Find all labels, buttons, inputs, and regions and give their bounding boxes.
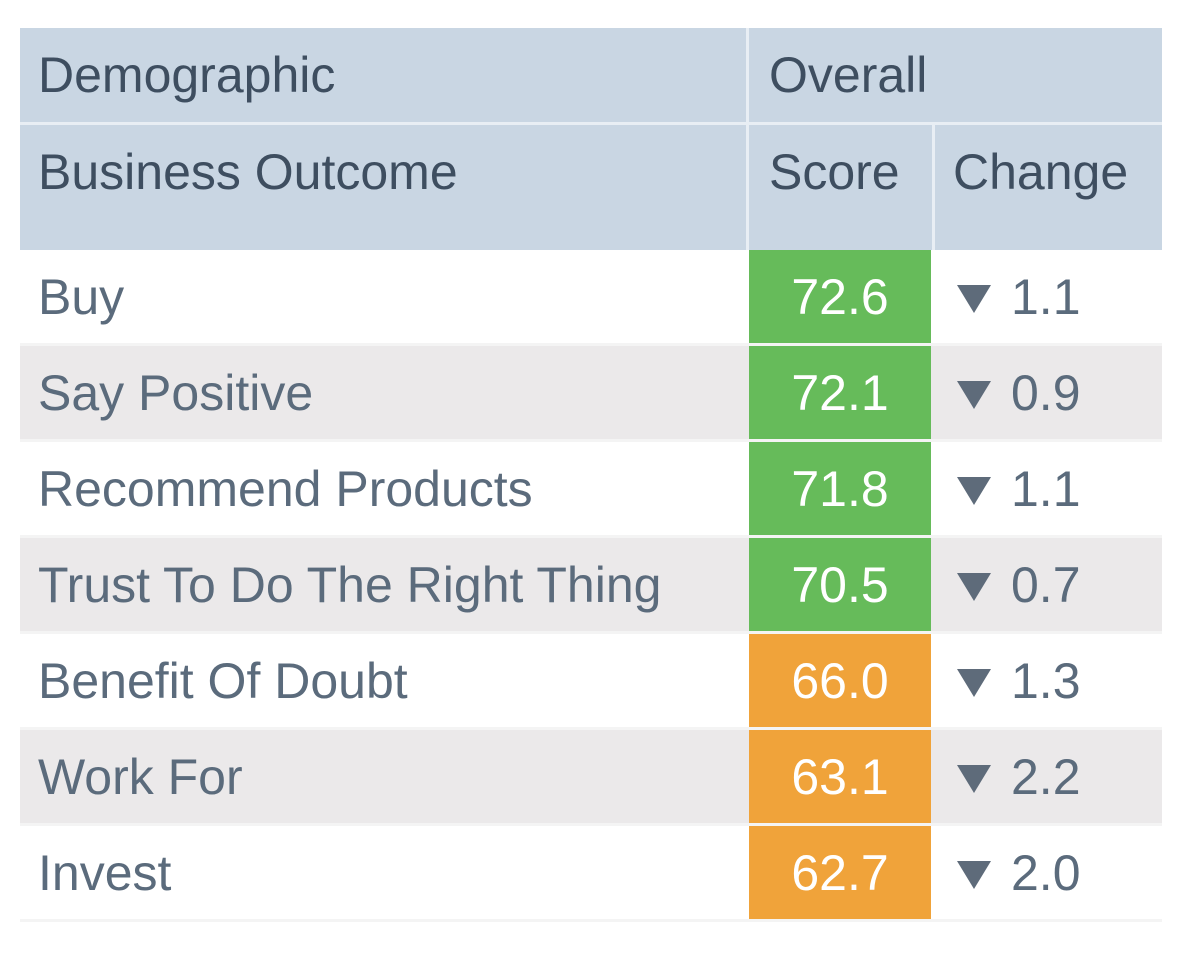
change-cell: 2.0 bbox=[931, 826, 1161, 919]
table-row: Trust To Do The Right Thing 70.5 0.7 bbox=[20, 538, 1162, 634]
demographic-header: Demographic bbox=[38, 47, 336, 103]
down-arrow-icon bbox=[957, 860, 991, 889]
table-row: Say Positive 72.1 0.9 bbox=[20, 346, 1162, 442]
change-cell: 0.9 bbox=[931, 346, 1161, 439]
change-cell: 1.1 bbox=[931, 250, 1161, 343]
change-header: Change bbox=[932, 125, 1162, 250]
outcome-label: Recommend Products bbox=[38, 460, 533, 517]
score-cell: 66.0 bbox=[749, 634, 931, 727]
table-row: Recommend Products 71.8 1.1 bbox=[20, 442, 1162, 538]
overall-header: Overall bbox=[746, 28, 1162, 122]
header-row-demographic: Demographic Overall bbox=[20, 28, 1162, 122]
score-header: Score bbox=[746, 125, 932, 250]
outcome-label: Work For bbox=[38, 748, 243, 805]
business-outcome-header: Business Outcome bbox=[38, 144, 458, 200]
score-cell: 63.1 bbox=[749, 730, 931, 823]
change-value: 1.1 bbox=[1011, 268, 1081, 325]
outcome-label: Say Positive bbox=[38, 364, 314, 421]
down-arrow-icon bbox=[957, 284, 991, 313]
down-arrow-icon bbox=[957, 572, 991, 601]
outcome-label: Trust To Do The Right Thing bbox=[38, 556, 662, 613]
down-arrow-icon bbox=[957, 476, 991, 505]
change-cell: 1.1 bbox=[931, 442, 1161, 535]
table-row: Benefit Of Doubt 66.0 1.3 bbox=[20, 634, 1162, 730]
outcome-label: Buy bbox=[38, 268, 125, 325]
score-table: Demographic Overall Business Outcome Sco… bbox=[20, 28, 1162, 922]
down-arrow-icon bbox=[957, 668, 991, 697]
table-row: Invest 62.7 2.0 bbox=[20, 826, 1162, 922]
header-row-columns: Business Outcome Score Change bbox=[20, 122, 1162, 250]
table-row: Work For 63.1 2.2 bbox=[20, 730, 1162, 826]
score-cell: 62.7 bbox=[749, 826, 931, 919]
change-value: 1.3 bbox=[1011, 652, 1081, 709]
score-cell: 71.8 bbox=[749, 442, 931, 535]
outcome-label: Invest bbox=[38, 844, 172, 901]
score-cell: 70.5 bbox=[749, 538, 931, 631]
outcome-label: Benefit Of Doubt bbox=[38, 652, 408, 709]
change-value: 0.9 bbox=[1011, 364, 1081, 421]
score-cell: 72.6 bbox=[749, 250, 931, 343]
change-cell: 0.7 bbox=[931, 538, 1161, 631]
change-value: 1.1 bbox=[1011, 460, 1081, 517]
down-arrow-icon bbox=[957, 764, 991, 793]
change-value: 2.0 bbox=[1011, 844, 1081, 901]
score-cell: 72.1 bbox=[749, 346, 931, 439]
table-body: Buy 72.6 1.1 Say Positive 72.1 0.9 Recommend P… bbox=[20, 250, 1162, 922]
change-cell: 2.2 bbox=[931, 730, 1161, 823]
change-cell: 1.3 bbox=[931, 634, 1161, 727]
change-value: 2.2 bbox=[1011, 748, 1081, 805]
down-arrow-icon bbox=[957, 380, 991, 409]
change-value: 0.7 bbox=[1011, 556, 1081, 613]
table-row: Buy 72.6 1.1 bbox=[20, 250, 1162, 346]
